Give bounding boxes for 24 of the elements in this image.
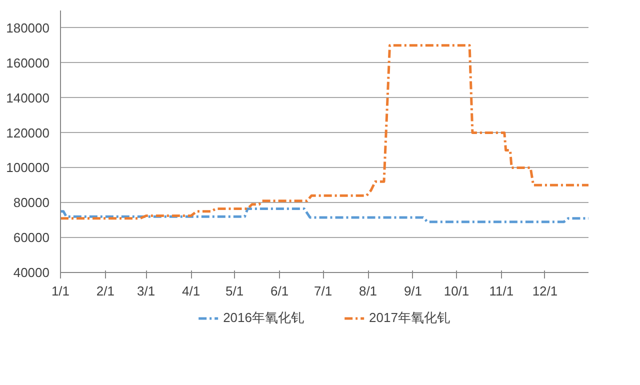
y-tick-label: 180000 <box>6 20 50 36</box>
x-tick-label: 7/1 <box>314 284 332 298</box>
y-tick-label: 140000 <box>6 90 50 106</box>
x-tick-label: 10/1 <box>444 284 470 298</box>
x-tick-label: 6/1 <box>270 284 289 298</box>
line-series <box>60 44 588 220</box>
y-tick-label: 160000 <box>6 55 50 70</box>
x-tick-label: 9/1 <box>404 284 422 298</box>
legend-label: 2017年氧化钆 <box>369 309 450 327</box>
y-tick-label: 40000 <box>13 265 50 280</box>
y-tick-label: 120000 <box>6 125 50 140</box>
x-tick-label: 3/1 <box>137 284 156 298</box>
legend-label: 2016年氧化钆 <box>223 309 304 327</box>
y-tick-label: 80000 <box>13 195 50 210</box>
y-tick-label: 100000 <box>6 160 50 176</box>
x-tick-label: 2/1 <box>96 284 115 298</box>
x-tick-label: 8/1 <box>358 284 378 298</box>
x-tick-label: 1/1 <box>51 284 70 298</box>
x-tick-label: 12/1 <box>532 284 558 298</box>
x-tick-label: 4/1 <box>182 284 200 298</box>
line-series <box>60 207 588 224</box>
y-tick-label: 60000 <box>13 230 50 246</box>
x-tick-label: 5/1 <box>226 284 244 298</box>
x-tick-label: 11/1 <box>489 284 514 298</box>
